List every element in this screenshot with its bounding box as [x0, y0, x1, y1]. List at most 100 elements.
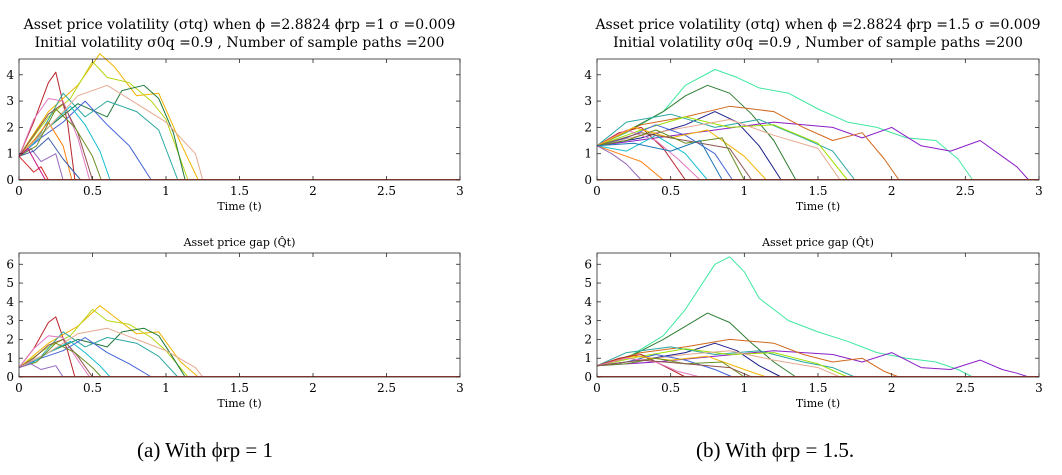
x-tick-label: 3 — [456, 184, 464, 198]
x-tick-label: 2.5 — [956, 184, 975, 198]
x-tick-label: 1.5 — [808, 381, 827, 395]
plot-area — [19, 253, 460, 377]
series-line-5 — [596, 111, 782, 181]
series-line-15 — [596, 145, 664, 181]
x-tick-label: 0.5 — [83, 184, 102, 198]
x-tick-label: 0.5 — [661, 184, 680, 198]
series-line-12 — [596, 357, 701, 378]
x-tick-label: 2 — [888, 184, 896, 198]
x-tick-label: 1 — [741, 381, 749, 395]
series-line-2 — [18, 155, 49, 181]
series-line-16 — [596, 129, 745, 181]
series-line-13 — [18, 84, 204, 181]
series-line-15 — [18, 108, 102, 181]
plot-area — [597, 59, 1039, 180]
series-line-16 — [18, 147, 46, 181]
series-line-1 — [596, 69, 974, 181]
x-axis-label: Time (t) — [217, 200, 261, 213]
x-tick-label: 2 — [888, 381, 896, 395]
chart-title: Asset price gap (Q̂t) — [761, 236, 874, 249]
x-tick-label: 0.5 — [661, 381, 680, 395]
x-tick-label: 3 — [1035, 184, 1043, 198]
series-line-12 — [18, 363, 64, 378]
series-line-7 — [18, 335, 91, 378]
series-line-9 — [18, 121, 73, 181]
y-tick-label: 2 — [6, 120, 14, 134]
x-tick-label: 0 — [593, 381, 601, 395]
x-tick-label: 1 — [741, 184, 749, 198]
chart-subtitle: Initial volatility σ0q =0.9 , Number of … — [613, 35, 1023, 51]
series-line-14 — [596, 359, 752, 378]
series-line-12 — [18, 105, 111, 181]
y-tick-label: 6 — [584, 257, 592, 271]
series-line-2 — [596, 312, 797, 378]
x-tick-label: 1.5 — [230, 381, 249, 395]
chart-title: Asset price volatility (σtq) when ϕ =2.8… — [23, 17, 456, 33]
series-line-3 — [596, 121, 1030, 181]
y-tick-label: 0 — [584, 370, 592, 384]
y-tick-label: 5 — [584, 276, 592, 290]
series-line-4 — [18, 61, 189, 181]
y-tick-label: 5 — [6, 276, 14, 290]
y-tick-label: 1 — [6, 351, 14, 365]
series-line-1 — [596, 256, 973, 378]
series-line-9 — [18, 340, 111, 378]
y-tick-label: 4 — [584, 68, 592, 82]
x-tick-label: 0 — [15, 381, 23, 395]
y-tick-label: 6 — [6, 257, 14, 271]
series-line-14 — [18, 137, 82, 181]
series-line-5 — [18, 331, 179, 378]
x-tick-label: 2 — [309, 184, 317, 198]
series-line-14 — [596, 132, 753, 181]
y-tick-label: 4 — [6, 68, 14, 82]
y-tick-label: 3 — [584, 94, 592, 108]
x-tick-label: 3 — [456, 381, 464, 395]
series-line-2 — [596, 84, 797, 181]
series-line-11 — [596, 129, 701, 181]
y-tick-label: 0 — [6, 370, 14, 384]
series-line-5 — [18, 84, 186, 181]
x-tick-label: 1 — [162, 184, 170, 198]
series-line-18 — [596, 140, 723, 181]
chart-title: Asset price gap (Q̂t) — [183, 236, 296, 249]
y-tick-label: 4 — [6, 295, 14, 309]
series-line-4 — [18, 327, 186, 378]
y-tick-label: 1 — [6, 147, 14, 161]
series-line-12 — [596, 126, 767, 181]
y-tick-label: 1 — [584, 351, 592, 365]
figure: Asset price volatility (σtq) when ϕ =2.8… — [6, 17, 1043, 410]
x-tick-label: 2.5 — [377, 381, 396, 395]
x-tick-label: 2.5 — [956, 381, 975, 395]
y-tick-label: 2 — [584, 120, 592, 134]
caption-a: (a) With ϕrp = 1 — [137, 438, 273, 462]
series-line-10 — [596, 124, 733, 181]
series-line-4 — [596, 338, 900, 378]
y-tick-label: 2 — [584, 332, 592, 346]
series-line-9 — [596, 354, 686, 378]
x-tick-label: 0 — [15, 184, 23, 198]
y-tick-label: 0 — [6, 173, 14, 187]
x-tick-label: 0.5 — [83, 381, 102, 395]
y-tick-label: 2 — [6, 332, 14, 346]
series-line-9 — [596, 126, 686, 181]
chart-subtitle: Initial volatility σ0q =0.9 , Number of … — [35, 35, 445, 51]
x-tick-label: 2 — [309, 381, 317, 395]
x-tick-label: 0 — [593, 184, 601, 198]
x-axis-label: Time (t) — [796, 397, 840, 410]
y-tick-label: 3 — [584, 314, 592, 328]
series-line-4 — [596, 105, 900, 181]
series-line-10 — [18, 327, 204, 378]
series-line-13 — [596, 357, 745, 378]
y-tick-label: 0 — [584, 173, 592, 187]
plot-area — [19, 59, 460, 180]
y-tick-label: 3 — [6, 314, 14, 328]
series-line-6 — [596, 113, 856, 181]
x-axis-label: Time (t) — [796, 200, 840, 213]
y-tick-label: 4 — [584, 295, 592, 309]
x-tick-label: 3 — [1035, 381, 1043, 395]
series-line-17 — [596, 145, 642, 181]
series-line-7 — [596, 348, 848, 378]
y-tick-label: 1 — [584, 147, 592, 161]
chart-title: Asset price volatility (σtq) when ϕ =2.8… — [594, 17, 1040, 33]
caption-b: (b) With ϕrp = 1.5. — [696, 438, 855, 462]
